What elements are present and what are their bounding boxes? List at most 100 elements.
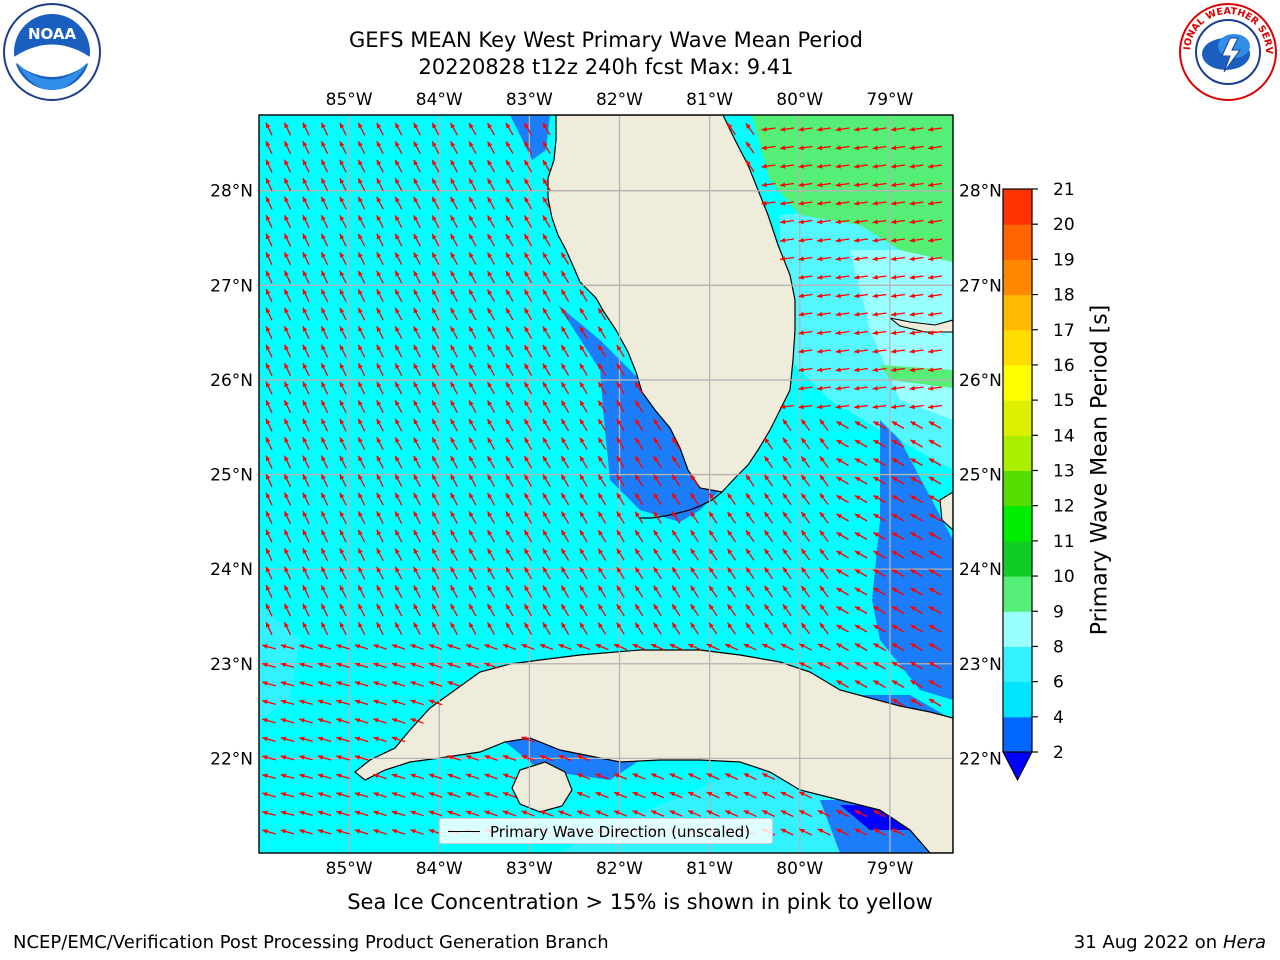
wave-arrow — [357, 473, 366, 488]
wave-arrow — [761, 772, 776, 781]
wave-arrow — [523, 529, 533, 543]
wave-arrow — [376, 159, 384, 173]
wave-arrow — [671, 529, 681, 543]
wave-arrow — [394, 529, 403, 543]
wave-arrow — [687, 791, 702, 799]
wave-arrow — [634, 566, 644, 580]
colorbar-segment — [1003, 540, 1032, 577]
wave-arrow — [320, 603, 329, 617]
wave-arrow — [891, 420, 905, 430]
wave-arrow — [558, 643, 572, 651]
wave-arrow — [761, 163, 776, 169]
wave-arrow — [836, 587, 849, 596]
wave-arrow — [450, 215, 458, 228]
wave-arrow — [798, 311, 813, 317]
wave-arrow — [669, 773, 683, 780]
wave-arrow — [302, 566, 310, 580]
wave-arrow — [391, 829, 406, 835]
wave-arrow — [413, 215, 421, 228]
wave-arrow — [542, 381, 551, 395]
wave-arrow — [616, 344, 625, 358]
wave-arrow — [763, 455, 774, 469]
wave-arrow — [413, 252, 421, 265]
wave-arrow — [798, 219, 813, 225]
wave-arrow — [320, 214, 329, 229]
wave-arrow — [413, 548, 421, 561]
wave-arrow — [671, 548, 681, 561]
wave-arrow — [262, 755, 276, 761]
wave-arrow — [484, 773, 498, 780]
period-band-6-8-south — [259, 605, 900, 853]
wave-arrow — [798, 791, 813, 799]
wave-arrow — [413, 233, 421, 247]
wave-arrow — [428, 773, 443, 780]
wave-arrow — [542, 363, 551, 376]
wave-arrow — [376, 603, 384, 617]
wave-arrow — [357, 122, 366, 136]
wave-arrow — [468, 233, 477, 247]
wave-arrow — [373, 829, 387, 835]
wave-arrow — [376, 214, 384, 229]
wave-arrow — [853, 348, 869, 354]
wave-arrow — [283, 325, 292, 340]
wave-arrow — [853, 404, 869, 410]
wave-arrow — [891, 439, 905, 448]
wave-arrow — [891, 642, 905, 652]
wave-arrow — [283, 381, 292, 395]
wave-arrow — [302, 251, 310, 266]
wave-arrow — [486, 215, 496, 228]
wave-arrow — [819, 511, 829, 524]
wave-arrow — [302, 159, 310, 173]
wave-arrow — [798, 404, 813, 410]
wave-arrow — [431, 252, 440, 265]
wave-arrow — [523, 511, 533, 524]
wave-arrow — [265, 122, 273, 136]
wave-arrow — [816, 348, 832, 354]
wave-arrow — [873, 494, 886, 504]
wave-arrow — [798, 182, 813, 188]
wave-arrow — [283, 140, 292, 155]
longitude-tick-label: 84°W — [416, 90, 463, 110]
wave-arrow — [853, 293, 869, 299]
wave-arrow — [413, 418, 421, 432]
wave-arrow — [302, 418, 310, 432]
wave-arrow — [339, 436, 347, 451]
wave-arrow — [836, 439, 849, 448]
wave-arrow — [299, 699, 313, 706]
wave-arrow — [909, 367, 924, 373]
wave-arrow — [727, 492, 736, 506]
wave-arrow — [745, 566, 755, 580]
wave-arrow — [523, 344, 533, 358]
wave-arrow — [376, 418, 384, 432]
wave-arrow — [780, 791, 794, 799]
wave-arrow — [486, 381, 496, 395]
wave-arrow — [265, 140, 273, 155]
longitude-tick-label: 83°W — [506, 859, 553, 879]
wave-arrow — [391, 662, 406, 669]
wave-arrow — [523, 418, 533, 432]
wave-arrow — [431, 400, 440, 413]
wave-arrow — [523, 141, 533, 154]
wave-arrow — [616, 529, 625, 543]
wave-arrow — [265, 566, 273, 580]
colorbar-tick-label: 20 — [1053, 215, 1075, 235]
wave-arrow — [428, 662, 443, 669]
wave-arrow — [890, 274, 906, 280]
wave-arrow — [616, 492, 625, 506]
wave-arrow — [671, 492, 681, 506]
wave-arrow — [579, 548, 588, 561]
wave-arrow — [542, 344, 551, 358]
wave-arrow — [616, 622, 625, 635]
wave-arrow — [835, 182, 850, 188]
wave-arrow — [910, 550, 923, 559]
wave-arrow — [354, 736, 369, 743]
wave-arrow — [391, 810, 406, 817]
wave-arrow — [872, 330, 887, 336]
wave-arrow — [779, 404, 795, 410]
wave-arrow — [542, 603, 551, 617]
wave-arrow — [798, 293, 813, 299]
wave-arrow — [357, 566, 366, 580]
wave-arrow — [302, 621, 310, 636]
wave-arrow — [262, 681, 276, 687]
wave-arrow — [376, 233, 384, 247]
